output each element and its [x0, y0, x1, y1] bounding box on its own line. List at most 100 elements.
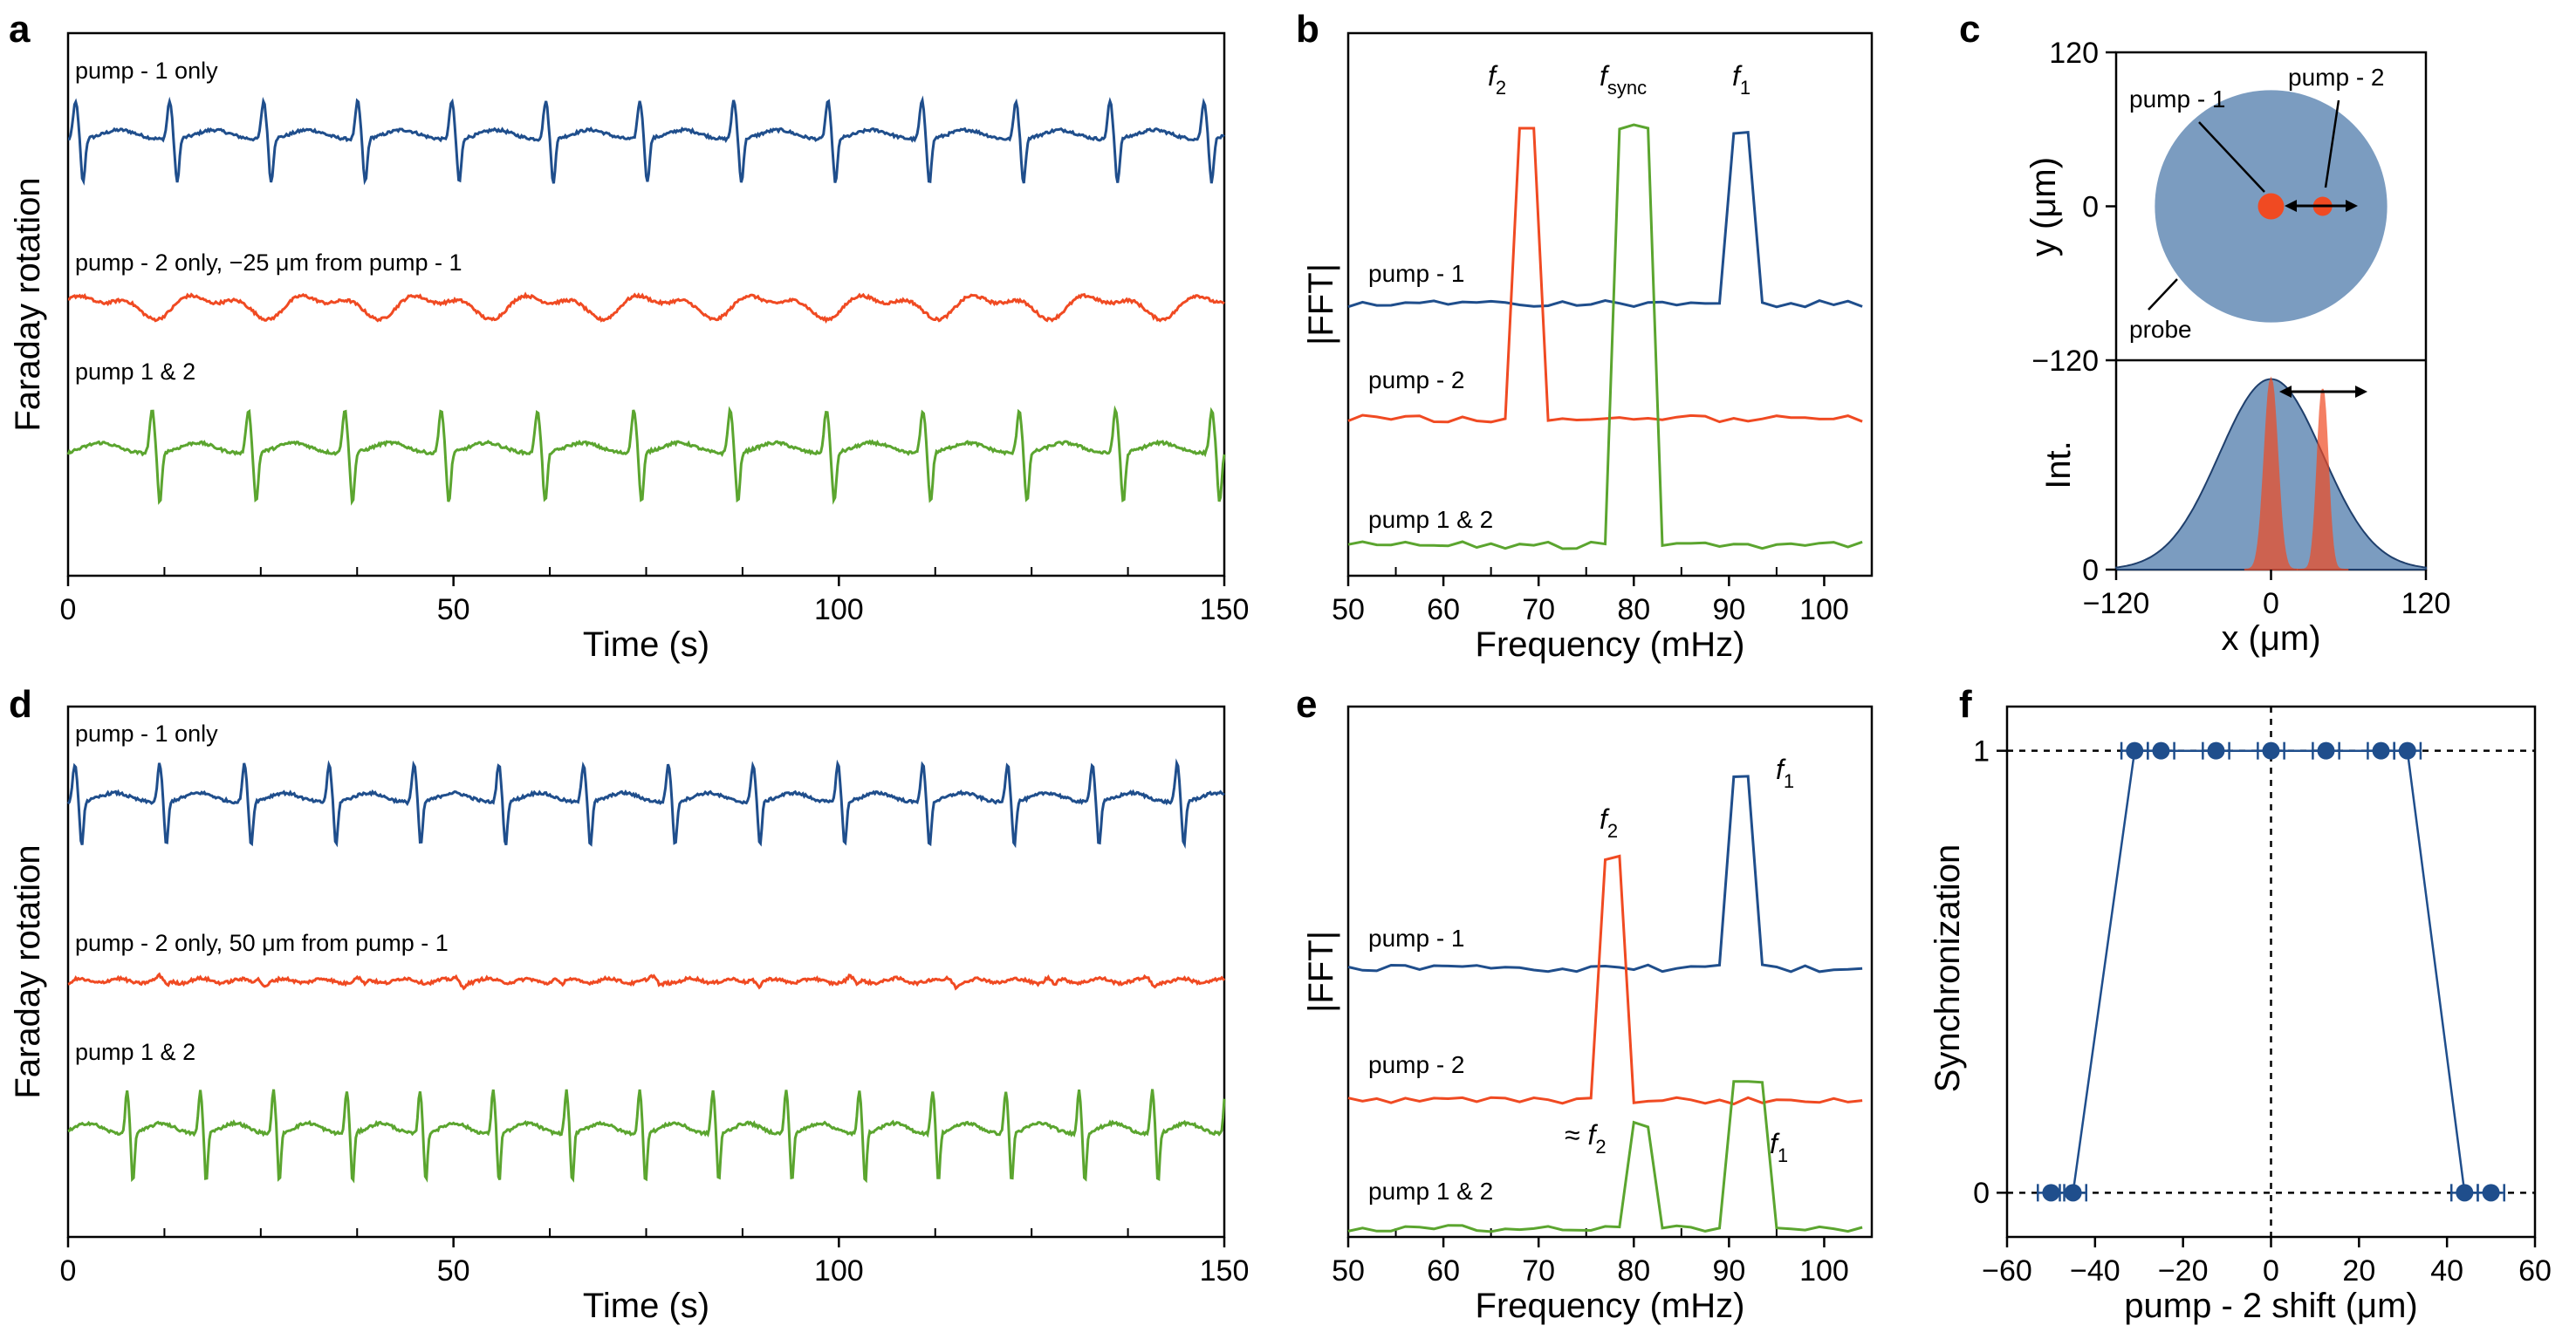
- x-e-tick-label: 70: [1522, 1254, 1555, 1288]
- series-label-a-2: pump 1 & 2: [75, 359, 195, 385]
- x-e-tick-label: 80: [1617, 1254, 1650, 1288]
- profile-arrow-head-right: [2355, 386, 2367, 398]
- pump-1-profile: [2244, 376, 2299, 570]
- x-e-tick-label: 50: [1332, 1254, 1365, 1288]
- series-line-e-1: [1347, 854, 1863, 1106]
- x-b-tick-label: 100: [1799, 593, 1849, 626]
- x-a-tick-label: 150: [1200, 593, 1250, 626]
- pump-1-pointer: [2198, 121, 2265, 193]
- axes-frame-a: [66, 31, 1226, 577]
- x-f-tick-label: 0: [2263, 1254, 2279, 1288]
- x-a-tick-label: 100: [814, 593, 864, 626]
- series-line-e-0: [1347, 775, 1863, 974]
- panel-letter-f: f: [1959, 683, 1972, 726]
- series-line-a-0: [67, 95, 1225, 186]
- x-a-tick-label: 50: [437, 593, 470, 626]
- x-b-tick-label: 60: [1427, 593, 1460, 626]
- y-c-bottom-tick-label: 0: [2082, 554, 2099, 587]
- peak-label-sub: 1: [1740, 77, 1750, 99]
- panel-letter-e: e: [1296, 683, 1317, 726]
- peak-label-sub: 2: [1595, 1136, 1606, 1158]
- pump-2-pointer: [2324, 99, 2340, 188]
- series-line-b-0: [1347, 130, 1863, 309]
- pump-1-spot: [2257, 193, 2285, 220]
- x-c-tick-label: −120: [2083, 587, 2150, 620]
- axes-frame-f: [2005, 705, 2537, 1239]
- shift-arrow-head-left: [2285, 200, 2297, 212]
- y-axis-label-c-bottom: Int.: [2039, 441, 2078, 489]
- y-f-tick-label: 0: [1973, 1177, 1990, 1210]
- data-point: [2372, 741, 2390, 760]
- y-axis-label-e: |FFT|: [1302, 931, 1340, 1013]
- x-axis-label-b: Frequency (mHz): [1476, 625, 1745, 664]
- series-label-e-0: pump - 1: [1368, 925, 1465, 952]
- pump-2-label: pump - 2: [2288, 64, 2385, 91]
- data-point: [2482, 1184, 2500, 1202]
- series-line-d-2: [67, 1089, 1226, 1184]
- panel-letter-d: d: [9, 683, 32, 726]
- series-line-b-2: [1347, 123, 1863, 550]
- series-line-d-1: [67, 972, 1226, 991]
- series-label-b-2: pump 1 & 2: [1368, 506, 1493, 533]
- series-label-b-0: pump - 1: [1368, 260, 1465, 287]
- series-line-a-2: [66, 405, 1226, 506]
- peak-label-e-3: f1: [1770, 1128, 1788, 1166]
- series-line-d-0: [66, 758, 1225, 850]
- y-axis-label-c-top: y (μm): [2024, 157, 2063, 256]
- x-f-tick-label: 20: [2342, 1254, 2375, 1288]
- axes-frame-b: [1346, 31, 1874, 577]
- series-label-d-0: pump - 1 only: [75, 721, 218, 747]
- x-d-tick-label: 100: [814, 1254, 864, 1288]
- peak-label-e-0: f1: [1776, 754, 1794, 792]
- series-label-d-2: pump 1 & 2: [75, 1039, 195, 1065]
- peak-label-sub: sync: [1607, 77, 1647, 99]
- y-c-top-tick-label: 0: [2082, 190, 2099, 223]
- peak-label-b-2: f1: [1732, 60, 1750, 99]
- x-b-tick-label: 90: [1712, 593, 1745, 626]
- peak-label-e-2: ≈ f2: [1565, 1119, 1607, 1158]
- y-axis-label-b: |FFT|: [1302, 263, 1340, 345]
- series-line-b-1: [1347, 126, 1863, 424]
- x-f-tick-label: 60: [2518, 1254, 2552, 1288]
- x-d-tick-label: 150: [1200, 1254, 1250, 1288]
- data-point: [2262, 741, 2280, 760]
- peak-label-sub: 1: [1784, 770, 1794, 792]
- series-line-e-2: [1347, 1080, 1863, 1233]
- x-e-tick-label: 60: [1427, 1254, 1460, 1288]
- data-point: [2152, 741, 2170, 760]
- y-axis-label-f: Synchronization: [1929, 844, 1967, 1093]
- x-axis-label-a: Time (s): [583, 625, 709, 664]
- peak-label-b-1: fsync: [1600, 60, 1647, 99]
- peak-label-sub: 1: [1778, 1144, 1788, 1166]
- x-f-tick-label: −20: [2158, 1254, 2209, 1288]
- peak-label-e-1: f2: [1600, 803, 1618, 842]
- data-point: [2064, 1184, 2082, 1202]
- x-a-tick-label: 0: [60, 593, 77, 626]
- series-label-a-0: pump - 1 only: [75, 58, 218, 84]
- series-label-b-1: pump - 2: [1368, 366, 1465, 393]
- series-line-a-1: [67, 291, 1225, 325]
- data-point: [2207, 741, 2225, 760]
- x-f-tick-label: −40: [2070, 1254, 2120, 1288]
- x-d-tick-label: 0: [60, 1254, 77, 1288]
- x-c-tick-label: 0: [2263, 587, 2279, 620]
- peak-label-sub: 2: [1496, 77, 1506, 99]
- series-label-a-1: pump - 2 only, −25 μm from pump - 1: [75, 249, 462, 276]
- y-c-top-tick-label: 120: [2049, 37, 2099, 70]
- data-point: [2398, 741, 2416, 760]
- panel-letter-c: c: [1959, 8, 1980, 51]
- x-b-tick-label: 70: [1522, 593, 1555, 626]
- x-e-tick-label: 100: [1799, 1254, 1849, 1288]
- x-axis-label-c: x (μm): [2221, 619, 2320, 658]
- x-axis-label-e: Frequency (mHz): [1476, 1287, 1745, 1325]
- x-f-tick-label: 40: [2430, 1254, 2463, 1288]
- peak-label-b-0: f2: [1488, 60, 1506, 99]
- panel-letter-a: a: [9, 8, 31, 51]
- series-label-e-2: pump 1 & 2: [1368, 1178, 1493, 1205]
- x-b-tick-label: 50: [1332, 593, 1365, 626]
- series-label-d-1: pump - 2 only, 50 μm from pump - 1: [75, 930, 449, 956]
- y-f-tick-label: 1: [1973, 735, 1990, 769]
- probe-label: probe: [2129, 316, 2192, 343]
- y-axis-label-a: Faraday rotation: [9, 177, 47, 431]
